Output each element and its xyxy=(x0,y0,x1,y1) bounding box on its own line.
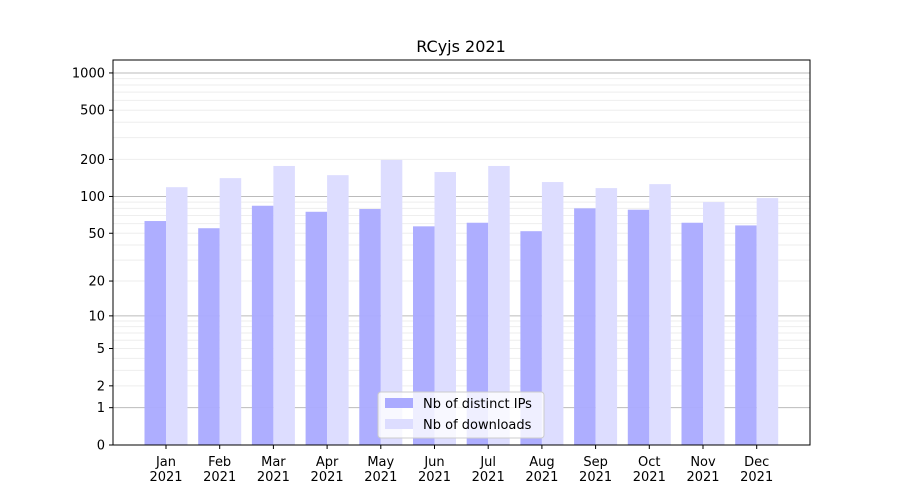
x-tick-label: Jun 2021 xyxy=(418,455,451,485)
bar-distinct-ips-1 xyxy=(198,228,220,445)
x-tick-label: Feb 2021 xyxy=(203,455,236,485)
bar-downloads-4 xyxy=(380,159,403,446)
bar-distinct-ips-3 xyxy=(305,211,328,445)
legend: Nb of distinct IPs Nb of downloads xyxy=(377,391,545,439)
y-tick-label: 20 xyxy=(88,275,105,290)
y-tick-label: 2 xyxy=(97,379,105,394)
legend-swatch-ips xyxy=(385,398,413,408)
x-tick-label: Oct 2021 xyxy=(633,455,666,485)
bar-downloads-1 xyxy=(219,178,242,445)
y-tick-label: 10 xyxy=(88,309,105,324)
bar-distinct-ips-2 xyxy=(251,205,274,445)
y-tick-label: 50 xyxy=(88,227,105,242)
bar-downloads-10 xyxy=(703,202,725,445)
bar-distinct-ips-0 xyxy=(144,221,166,445)
bar-distinct-ips-8 xyxy=(574,208,596,445)
legend-swatch-downloads xyxy=(385,419,413,429)
bar-distinct-ips-9 xyxy=(627,209,650,445)
bar-downloads-6 xyxy=(488,165,510,445)
bar-distinct-ips-4 xyxy=(359,209,381,445)
x-tick-label: Mar 2021 xyxy=(257,455,290,485)
chart-title: RCyjs 2021 xyxy=(416,37,506,56)
bar-downloads-7 xyxy=(541,182,564,445)
y-tick-label: 5 xyxy=(97,342,105,357)
bar-downloads-9 xyxy=(649,184,671,445)
legend-box xyxy=(377,391,545,439)
bar-distinct-ips-11 xyxy=(735,225,757,445)
bar-distinct-ips-5 xyxy=(413,226,435,445)
axes-frame xyxy=(112,59,811,446)
y-tick-label: 1 xyxy=(97,401,105,416)
bar-distinct-ips-6 xyxy=(466,222,489,445)
legend-label-ips: Nb of distinct IPs xyxy=(423,397,532,412)
y-tick-label: 1000 xyxy=(72,66,105,81)
x-tick-label: Sep 2021 xyxy=(579,455,612,485)
legend-label-downloads: Nb of downloads xyxy=(423,418,532,433)
bar-downloads-5 xyxy=(434,172,456,445)
bar-downloads-0 xyxy=(166,187,188,445)
x-tick-label: Jul 2021 xyxy=(472,455,505,485)
y-tick-label: 0 xyxy=(97,439,105,454)
bar-distinct-ips-10 xyxy=(681,222,703,445)
x-tick-label: Dec 2021 xyxy=(740,455,773,485)
x-tick-label: Aug 2021 xyxy=(525,455,558,485)
bar-downloads-8 xyxy=(595,188,618,446)
x-tick-label: Nov 2021 xyxy=(686,455,719,485)
y-tick-label: 500 xyxy=(80,104,105,119)
bar-downloads-2 xyxy=(273,165,295,445)
x-tick-label: May 2021 xyxy=(364,455,397,485)
y-tick-label: 100 xyxy=(80,190,105,205)
bar-downloads-11 xyxy=(756,198,779,445)
x-tick-label: Apr 2021 xyxy=(311,455,344,485)
x-tick-label: Jan 2021 xyxy=(149,455,182,485)
y-tick-label: 200 xyxy=(80,153,105,168)
bar-downloads-3 xyxy=(327,175,349,446)
